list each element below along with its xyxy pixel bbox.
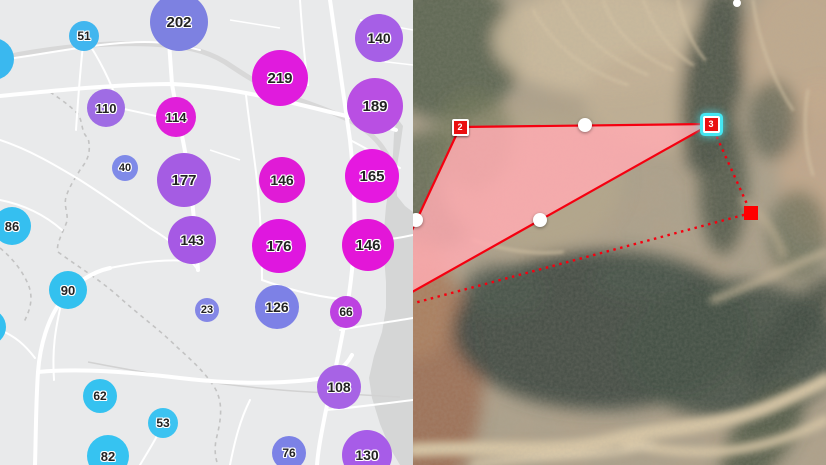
polygon-annotation-layer <box>413 0 753 314</box>
edge-midpoint-handle[interactable] <box>733 0 741 7</box>
cluster-count-label: 202 <box>166 13 192 31</box>
cluster-count-label: 114 <box>165 109 187 125</box>
cluster-count-label: 189 <box>362 97 388 115</box>
cluster-count-label: 219 <box>267 69 293 87</box>
cluster-marker[interactable]: 108 <box>317 365 361 409</box>
cluster-marker[interactable]: 202 <box>150 0 208 51</box>
cluster-count-label: 143 <box>180 232 204 248</box>
dotted-guide-line <box>413 211 752 305</box>
cluster-count-label: 23 <box>200 304 214 316</box>
cluster-count-label: 146 <box>355 236 381 254</box>
cluster-marker[interactable]: 114 <box>156 97 196 137</box>
cluster-count-label: 146 <box>270 172 294 188</box>
cluster-count-label: 130 <box>355 447 379 463</box>
cluster-marker[interactable]: 165 <box>345 149 399 203</box>
cluster-count-label: 62 <box>93 389 107 403</box>
cluster-count-label: 76 <box>282 446 296 460</box>
cluster-marker[interactable]: 62 <box>83 379 117 413</box>
cluster-marker[interactable]: 189 <box>347 78 403 134</box>
edge-midpoint-handle[interactable] <box>413 213 423 227</box>
cluster-count-label: 82 <box>100 448 116 464</box>
cluster-marker[interactable]: 176 <box>252 219 306 273</box>
vertex-badge[interactable]: 2 <box>451 118 469 136</box>
satellite-imagery <box>413 0 826 465</box>
cluster-marker[interactable]: 130 <box>342 430 392 465</box>
vertex-number-label: 3 <box>708 118 714 129</box>
next-vertex-cursor-marker[interactable] <box>744 206 758 220</box>
cluster-marker[interactable]: 8 <box>0 38 14 80</box>
cluster-count-label: 177 <box>171 171 197 189</box>
cluster-count-label: 40 <box>118 162 132 174</box>
cluster-count-label: 176 <box>266 237 292 255</box>
river-shape <box>369 118 413 465</box>
cluster-count-label: 110 <box>95 100 117 116</box>
cluster-marker[interactable]: 219 <box>252 50 308 106</box>
cluster-marker[interactable]: 23 <box>195 298 219 322</box>
cluster-marker[interactable]: 66 <box>330 296 362 328</box>
cluster-marker[interactable]: 40 <box>112 155 138 181</box>
cluster-marker[interactable] <box>0 309 6 345</box>
cluster-marker[interactable]: 146 <box>342 219 394 271</box>
cluster-count-label: 126 <box>265 299 289 315</box>
cluster-count-label: 165 <box>359 167 385 185</box>
vertex-badge-selected[interactable]: 3 <box>702 115 720 133</box>
edge-midpoint-handle[interactable] <box>533 213 547 227</box>
cluster-marker[interactable]: 53 <box>148 408 178 438</box>
cluster-marker[interactable]: 177 <box>157 153 211 207</box>
vertex-number-label: 2 <box>457 121 463 132</box>
drawn-polygon[interactable] <box>413 122 713 314</box>
cluster-marker[interactable]: 51 <box>69 21 99 51</box>
dotted-guide-line <box>709 123 753 214</box>
cluster-count-label: 51 <box>77 29 91 43</box>
cluster-marker[interactable]: 86 <box>0 207 31 245</box>
cluster-count-label: 108 <box>327 379 351 395</box>
cluster-marker[interactable]: 90 <box>49 271 87 309</box>
cluster-map-canvas[interactable]: 202 51 8 140 219 110 114 189 40 177 146 165 86 143 176… <box>0 0 413 465</box>
cluster-count-label: 90 <box>60 282 76 298</box>
cluster-marker[interactable]: 110 <box>87 89 125 127</box>
cluster-marker[interactable]: 82 <box>87 435 129 465</box>
cluster-marker[interactable]: 76 <box>272 436 306 465</box>
cluster-count-label: 86 <box>4 218 20 234</box>
cluster-marker[interactable]: 126 <box>255 285 299 329</box>
cluster-marker[interactable]: 140 <box>355 14 403 62</box>
cluster-count-label: 66 <box>339 305 353 319</box>
cluster-marker[interactable]: 146 <box>259 157 305 203</box>
cluster-marker[interactable]: 143 <box>168 216 216 264</box>
cluster-count-label: 140 <box>367 30 391 46</box>
edge-midpoint-handle[interactable] <box>578 118 592 132</box>
cluster-count-label: 53 <box>156 416 170 430</box>
